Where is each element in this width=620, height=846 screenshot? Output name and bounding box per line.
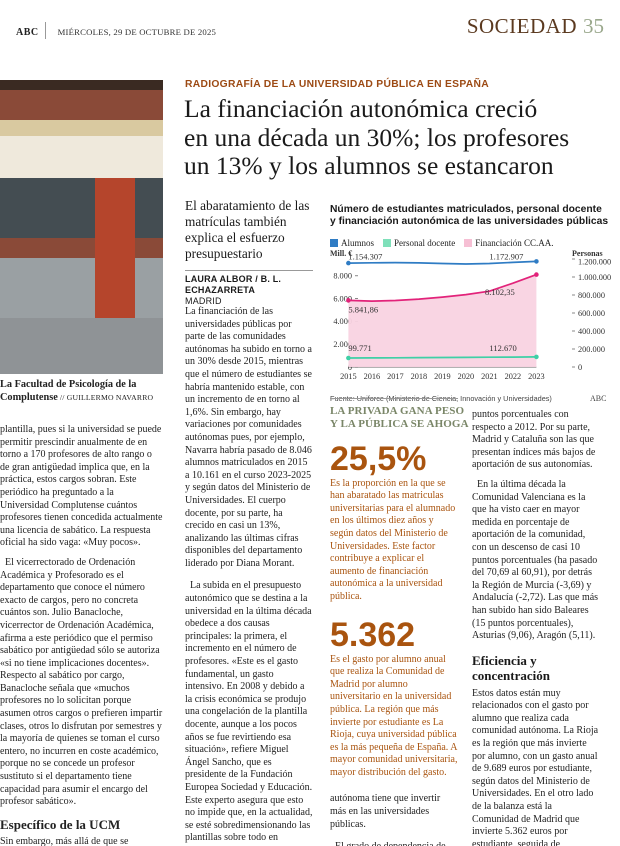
svg-text:2019: 2019 <box>434 372 451 381</box>
svg-text:2020: 2020 <box>458 372 475 381</box>
svg-text:1.200.000: 1.200.000 <box>578 258 611 267</box>
svg-text:2016: 2016 <box>364 372 381 381</box>
svg-text:400.000: 400.000 <box>578 327 605 336</box>
svg-text:2021: 2021 <box>481 372 498 381</box>
svg-text:112.670: 112.670 <box>489 343 516 353</box>
svg-text:1.000.000: 1.000.000 <box>578 273 611 282</box>
svg-text:0: 0 <box>578 363 582 372</box>
svg-text:8.102,35: 8.102,35 <box>485 287 515 297</box>
svg-text:2023: 2023 <box>528 372 545 381</box>
svg-text:800.000: 800.000 <box>578 291 605 300</box>
svg-text:5.841,86: 5.841,86 <box>348 305 378 315</box>
svg-text:2018: 2018 <box>411 372 428 381</box>
svg-text:2015: 2015 <box>340 372 357 381</box>
svg-text:200.000: 200.000 <box>578 345 605 354</box>
svg-text:99.771: 99.771 <box>348 343 371 353</box>
svg-text:1.172.907: 1.172.907 <box>489 252 523 262</box>
svg-text:1.154.307: 1.154.307 <box>348 252 382 262</box>
svg-text:600.000: 600.000 <box>578 309 605 318</box>
svg-text:2022: 2022 <box>505 372 522 381</box>
svg-text:2017: 2017 <box>387 372 404 381</box>
svg-text:8.000: 8.000 <box>333 272 352 281</box>
